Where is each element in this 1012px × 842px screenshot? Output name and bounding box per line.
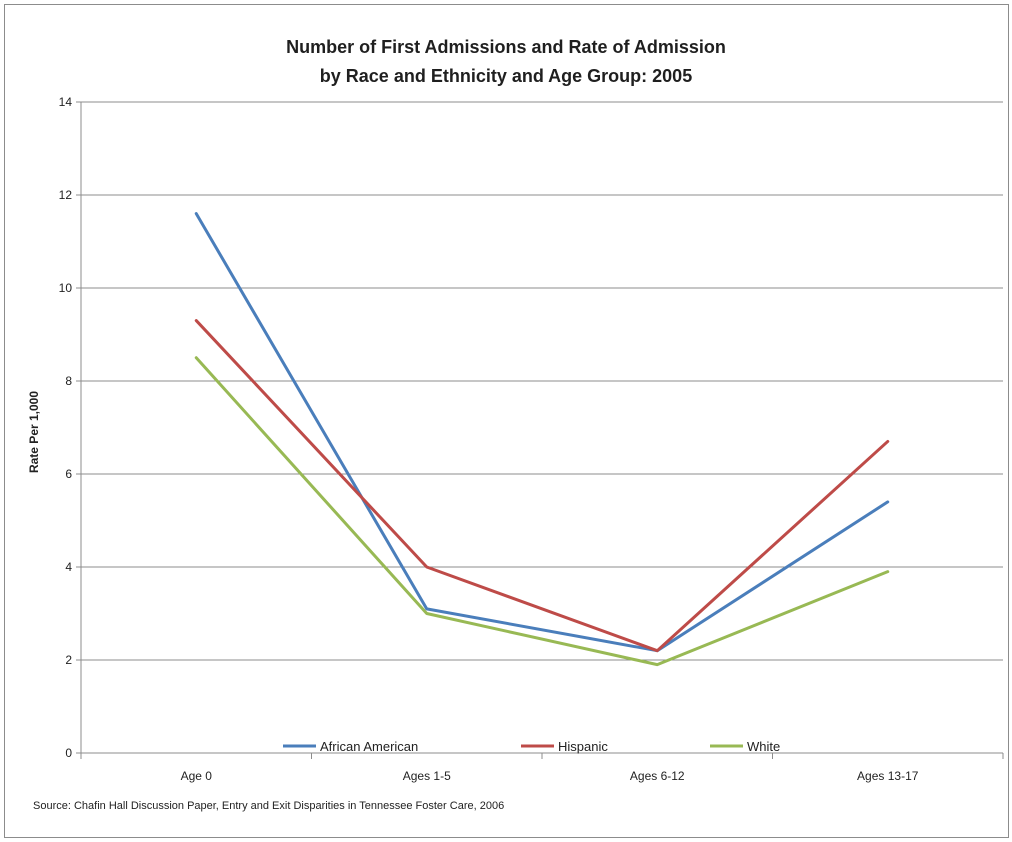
chart-svg: Number of First Admissions and Rate of A…: [27, 37, 1004, 812]
y-tick-label: 14: [59, 95, 73, 109]
x-tick-label: Ages 6-12: [630, 769, 685, 783]
axis-layer: 0 2 4 6 8 10 12 14 Age 0 Ages 1-5 Ages 6-12 Ages 13…: [59, 95, 1004, 783]
y-tick-label: 4: [65, 560, 72, 574]
legend-label: Hispanic: [558, 739, 608, 754]
series-line-african-american: [194, 212, 890, 653]
series-line-hispanic: [194, 319, 890, 653]
y-tick-label: 10: [59, 281, 73, 295]
y-tick-label: 12: [59, 188, 73, 202]
grid-layer: [81, 101, 1003, 661]
chart-title: Number of First Admissions and Rate of A…: [286, 37, 726, 57]
x-tick-label: Age 0: [181, 769, 213, 783]
x-tick-label: Ages 1-5: [403, 769, 451, 783]
legend-label: White: [747, 739, 780, 754]
source-note: Source: Chafin Hall Discussion Paper, En…: [33, 800, 504, 812]
y-tick-label: 2: [65, 653, 72, 667]
series-line-white: [194, 356, 890, 667]
y-axis-label: Rate Per 1,000: [27, 391, 41, 473]
y-tick-label: 0: [65, 746, 72, 760]
x-tick-label: Ages 13-17: [857, 769, 919, 783]
legend-label: African American: [320, 739, 418, 754]
y-tick-label: 6: [65, 467, 72, 481]
series-layer: [194, 212, 890, 667]
chart-frame: Number of First Admissions and Rate of A…: [4, 4, 1009, 838]
chart-subtitle: by Race and Ethnicity and Age Group: 200…: [320, 66, 692, 86]
legend: African American Hispanic White: [283, 739, 780, 754]
y-tick-label: 8: [65, 374, 72, 388]
